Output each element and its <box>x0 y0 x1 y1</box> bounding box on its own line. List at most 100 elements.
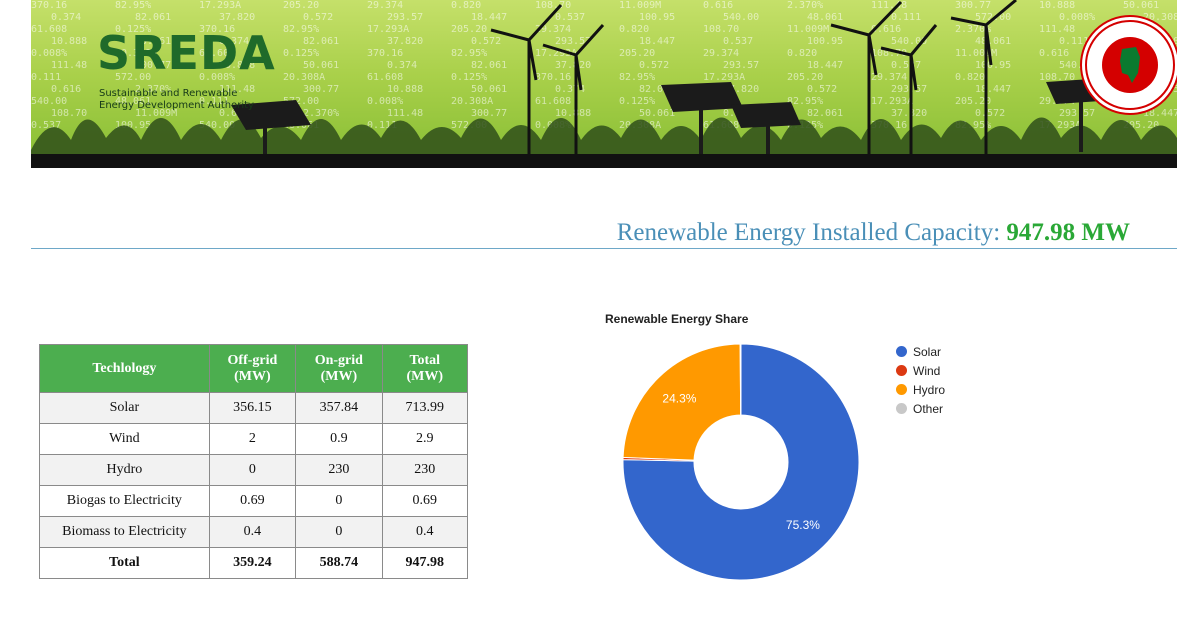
ticker-number: 82.95% <box>115 0 152 11</box>
header-banner: 370.16 82.95% 17.293A 205.20 29.374 0.820 108.… <box>31 0 1177 168</box>
ticker-number: 0.374 <box>555 84 586 95</box>
cell-on-grid: 230 <box>295 454 383 486</box>
ticker-number: 82.95% <box>619 72 656 83</box>
ticker-number: 0.616 <box>1039 48 1070 59</box>
ticker-number: 17.293A <box>367 24 410 35</box>
ticker-number: 10.888 <box>387 84 424 95</box>
ticker-number: 205.20 <box>787 72 824 83</box>
legend-label: Wind <box>913 363 941 378</box>
ticker-number: 18.447 <box>807 60 844 71</box>
ticker-number: 540.00 <box>723 12 760 23</box>
ticker-number: 0.537 <box>31 120 62 131</box>
ticker-number: 82.95% <box>451 48 488 59</box>
ticker-number: 20.308A <box>283 72 326 83</box>
ticker-number: 0.820 <box>451 0 482 11</box>
legend-swatch <box>896 346 907 357</box>
ticker-number: 0.572 <box>639 60 670 71</box>
ticker-number: 111.48 <box>871 0 908 11</box>
ticker-number: 82.95% <box>283 24 320 35</box>
ticker-number: 20.308A <box>1143 12 1177 23</box>
ticker-number: 293.57 <box>555 36 592 47</box>
cell-technology: Solar <box>39 392 210 424</box>
donut-slice-other[interactable] <box>739 343 742 416</box>
ticker-number: 61.608 <box>535 96 572 107</box>
renewable-share-donut-chart[interactable]: 75.3% 24.3% <box>560 330 890 620</box>
ticker-number: 11.009M <box>787 24 830 35</box>
ticker-number: 20.308A <box>451 96 494 107</box>
ticker-number: 10.888 <box>555 108 592 119</box>
ticker-number: 0.111 <box>1059 36 1090 47</box>
ticker-number: 370.16 <box>199 24 236 35</box>
cell-total-off-grid: 359.24 <box>208 547 297 579</box>
cell-technology: Biogas to Electricity <box>39 485 210 517</box>
ticker-number: 11.009M <box>619 0 662 11</box>
ticker-number: 18.447 <box>975 84 1012 95</box>
ticker-number: 29.374 <box>367 0 404 11</box>
ticker-number: 108.70 <box>871 48 908 59</box>
cell-total: 2.9 <box>381 423 469 455</box>
ticker-number: 10.888 <box>51 36 88 47</box>
legend-item-hydro[interactable]: Hydro <box>896 380 945 399</box>
ticker-number: 82.95% <box>787 96 824 107</box>
cell-off-grid: 356.15 <box>208 392 297 424</box>
ticker-number: 0.537 <box>723 36 754 47</box>
heading-divider <box>31 248 1177 249</box>
legend-item-wind[interactable]: Wind <box>896 361 945 380</box>
seal-emblem-icon <box>1085 20 1175 110</box>
ticker-number: 29.374 <box>703 48 740 59</box>
ticker-number: 48.061 <box>115 96 152 107</box>
cell-technology: Hydro <box>39 454 210 486</box>
ticker-number: 0.616 <box>51 84 82 95</box>
table-header-row: Techlology Off-grid (MW) On-grid (MW) To… <box>39 344 469 393</box>
ticker-number: 82.061 <box>639 84 676 95</box>
donut-slice-solar[interactable] <box>622 343 860 581</box>
ticker-number: 572.00 <box>283 96 320 107</box>
ticker-number: 17.293A <box>703 72 746 83</box>
legend-item-solar[interactable]: Solar <box>896 342 945 361</box>
ticker-number: 0.008% <box>199 72 236 83</box>
cell-total-on-grid: 588.74 <box>295 547 383 579</box>
ticker-number: 293.57 <box>723 60 760 71</box>
ticker-number: 0.374 <box>219 36 250 47</box>
ticker-number: 0.374 <box>51 12 82 23</box>
banner-ground-strip <box>31 154 1177 168</box>
ticker-number: 100.95 <box>115 120 152 131</box>
legend-item-other[interactable]: Other <box>896 399 945 418</box>
legend-swatch <box>896 384 907 395</box>
table-row: Wind 2 0.9 2.9 <box>39 423 469 455</box>
ticker-number: 205.20 <box>619 48 656 59</box>
ticker-number: 0.125% <box>619 96 656 107</box>
ticker-number: 0.008% <box>31 48 68 59</box>
logo-subtitle: Sustainable and Renewable Energy Develop… <box>99 88 299 112</box>
sreda-logo[interactable]: SREDA Sustainable and Renewable Energy D… <box>97 30 276 111</box>
ticker-number: 111.48 <box>387 108 424 119</box>
ticker-number: 82.061 <box>303 36 340 47</box>
legend-swatch <box>896 403 907 414</box>
ticker-number: 370.16 <box>367 48 404 59</box>
legend-swatch <box>896 365 907 376</box>
ticker-number: 37.820 <box>219 12 256 23</box>
installed-capacity-heading: Renewable Energy Installed Capacity: 947… <box>0 219 1130 247</box>
cell-on-grid: 0.9 <box>295 423 383 455</box>
chart-legend: Solar Wind Hydro Other <box>896 342 945 418</box>
ticker-number: 50.061 <box>135 36 172 47</box>
ticker-number: 111.48 <box>219 84 256 95</box>
cell-total: 713.99 <box>381 392 469 424</box>
ticker-number: 540.00 <box>891 36 928 47</box>
ticker-number: 48.061 <box>975 36 1012 47</box>
table-row: Solar 356.15 357.84 713.99 <box>39 392 469 424</box>
ticker-number: 18.447 <box>471 12 508 23</box>
ticker-number: 293.57 <box>1059 108 1096 119</box>
ticker-number: 0.537 <box>555 12 586 23</box>
legend-label: Solar <box>913 344 942 359</box>
capacity-table: Techlology Off-grid (MW) On-grid (MW) To… <box>39 344 469 579</box>
ticker-number: 0.111 <box>31 72 62 83</box>
ticker-number: 2.370% <box>303 108 340 119</box>
ticker-number: 108.70 <box>51 108 88 119</box>
ticker-number: 0.008% <box>1059 12 1096 23</box>
donut-slice-hydro[interactable] <box>622 343 742 461</box>
ticker-number: 82.95% <box>955 120 992 131</box>
ticker-number: 37.820 <box>555 60 592 71</box>
ticker-number: 11.009M <box>955 48 998 59</box>
ticker-number: 572.00 <box>115 72 152 83</box>
